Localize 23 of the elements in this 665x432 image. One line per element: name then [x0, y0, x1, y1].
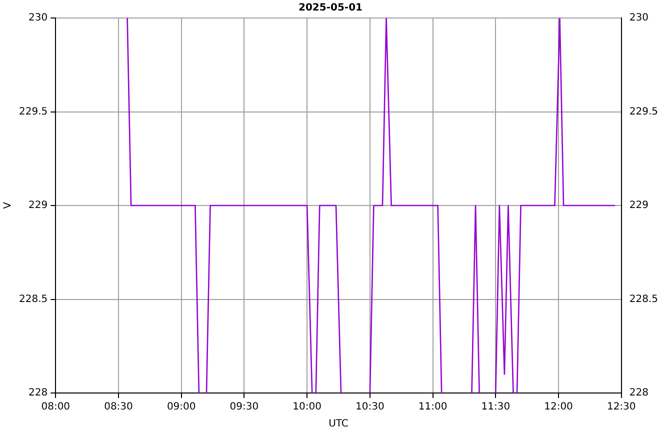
y2-tick-label: 229.5 [629, 106, 658, 118]
y-tick-label: 229 [28, 200, 48, 212]
y-tick-label: 230 [28, 12, 48, 24]
y2-tick-label: 228 [629, 388, 648, 399]
x-tick-label: 10:00 [292, 402, 322, 413]
y2-tick-label: 229 [629, 200, 648, 212]
x-tick-label: 12:00 [544, 402, 573, 413]
y-tick-label: 228 [28, 388, 48, 399]
y-axis-title: V [2, 202, 14, 209]
chart-title: 2025-05-01 [298, 2, 363, 14]
x-axis-title: UTC [328, 418, 348, 430]
x-tick-label: 08:30 [104, 402, 133, 413]
x-tick-label: 09:30 [230, 402, 259, 413]
x-tick-label: 09:00 [166, 402, 196, 413]
y-tick-label: 228.5 [18, 294, 48, 305]
x-tick-label: 10:30 [356, 402, 384, 413]
y-tick-label: 229.5 [18, 106, 48, 118]
y2-tick-label: 228.5 [629, 294, 658, 305]
x-tick-label: 12:30 [606, 402, 636, 413]
y2-tick-label: 230 [629, 12, 648, 24]
x-tick-label: 11:30 [481, 402, 510, 413]
x-tick-label: 08:00 [41, 402, 70, 413]
x-tick-label: 11:00 [418, 402, 448, 413]
